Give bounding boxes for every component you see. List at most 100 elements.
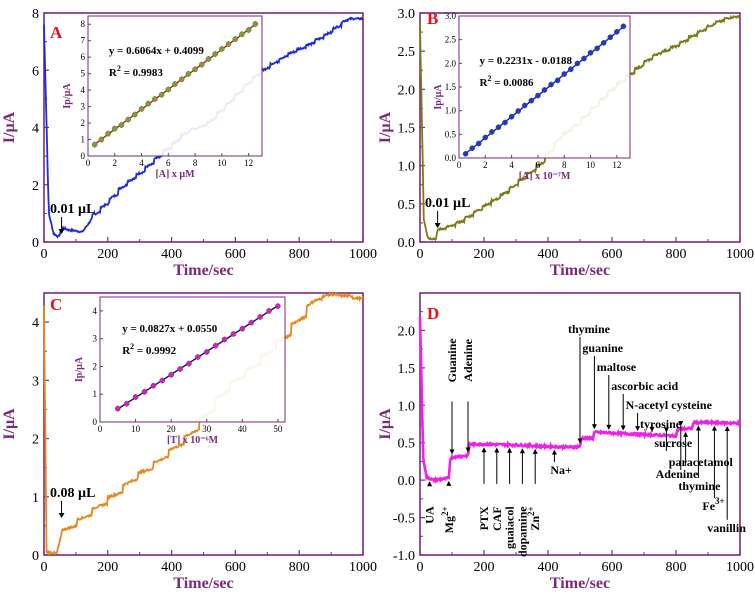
- inset-data-point: [266, 308, 272, 314]
- inset-x-tick-label: 10: [131, 424, 141, 434]
- y-tick-label: -1.0: [393, 549, 415, 564]
- annotation-text: guaiacol: [503, 506, 517, 549]
- annotation-label: Na+: [550, 463, 572, 477]
- inset-data-point: [232, 36, 238, 42]
- x-tick-label: 600: [602, 560, 623, 575]
- annotation-text: Zn: [528, 516, 542, 531]
- data-series-line: [418, 316, 741, 485]
- inset-y-tick-label: 0: [81, 151, 86, 161]
- inset-data-point: [245, 27, 252, 33]
- inset-x-tick-label: 4: [139, 158, 144, 168]
- y-tick-label: 2: [32, 433, 39, 448]
- inset-x-axis-title: [A] x µM: [155, 169, 195, 180]
- inset-data-point: [141, 388, 148, 395]
- inset-data-point: [482, 134, 489, 141]
- x-tick-label: 200: [97, 247, 118, 262]
- x-tick-label: 600: [225, 247, 246, 262]
- inset-data-point: [199, 61, 205, 68]
- y-tick-label: 3.0: [398, 7, 416, 22]
- y-tick-label: 1: [32, 491, 39, 506]
- inset-y-tick-label: 0.0: [445, 153, 457, 163]
- inset-data-point: [192, 66, 198, 73]
- x-tick-label: 1000: [726, 247, 754, 262]
- inset-y-tick-label: 3: [93, 334, 98, 344]
- x-axis-title: Time/sec: [550, 262, 610, 279]
- inset-y-axis-title: Ip/µA: [433, 84, 444, 110]
- annotation-label: thymine: [678, 479, 721, 493]
- annotation-text: Fe: [702, 499, 715, 513]
- annotation-arrowhead: [427, 481, 433, 487]
- y-tick-label: -0.5: [393, 512, 415, 527]
- inset-data-point: [91, 141, 98, 148]
- x-tick-label: 400: [161, 247, 182, 262]
- x-tick-label: 800: [666, 560, 687, 575]
- x-tick-label: 0: [41, 560, 48, 575]
- annotation-arrowhead: [532, 448, 538, 454]
- inset-data-point: [152, 96, 158, 102]
- annotation-label: Adenine: [461, 338, 475, 381]
- inset-data-point: [541, 87, 548, 93]
- inset-data-point: [554, 77, 561, 84]
- panel-D: 0 200 400 600 800 1000 -1.0 -0.5 0.0 0.5 1.0 1.5 2.0…: [377, 292, 754, 592]
- x-tick-label: 600: [602, 247, 623, 262]
- annotation-text: CAF: [490, 506, 504, 531]
- inset-y-tick-label: 7: [81, 36, 86, 46]
- annotation-arrowhead: [58, 513, 65, 518]
- annotation-arrowhead: [577, 438, 583, 444]
- y-axis-title: I/µA: [1, 111, 18, 143]
- inset-data-point: [600, 40, 607, 46]
- annotation-text: vanillin: [707, 521, 746, 535]
- annotation-label: sucrose: [654, 436, 692, 450]
- y-tick-label: 1.0: [398, 160, 416, 175]
- y-tick-label: 1.0: [398, 399, 416, 414]
- annotation-text: thymine: [678, 479, 721, 493]
- x-tick-label: 200: [474, 560, 495, 575]
- inset-x-tick-label: 40: [238, 424, 248, 434]
- inset-x-tick-label: 12: [612, 160, 621, 170]
- inset-y-tick-label: 2: [93, 361, 98, 371]
- inset-data-point: [150, 382, 157, 389]
- inset-r-squared: R2 = 0.9983: [109, 64, 163, 79]
- inset-x-tick-label: 2: [113, 158, 118, 168]
- inset-calibration-plot: 0 10 20 30 40 50 0 1 2 3 4 [T] x 10⁻⁶M Ip/µA y = 0.08…: [74, 296, 286, 446]
- x-tick-label: 1000: [349, 247, 377, 262]
- y-tick-label: 0.0: [398, 236, 416, 251]
- inset-y-tick-label: 4: [93, 306, 98, 316]
- inset-y-tick-label: 2.5: [445, 35, 457, 45]
- x-tick-label: 200: [474, 247, 495, 262]
- annotation-arrowhead: [465, 447, 471, 453]
- inset-data-point: [212, 51, 218, 57]
- inset-data-point: [561, 71, 567, 77]
- inset-y-tick-label: 0.5: [445, 129, 457, 139]
- annotation-label: PTX: [477, 506, 491, 530]
- x-tick-label: 0: [417, 247, 424, 262]
- panel-B: 0 200 400 600 800 1000 0.0 0.5 1.0 1.5 2.0 2.5 3.0 Ti…: [377, 7, 754, 279]
- annotation-arrowhead: [519, 448, 525, 454]
- annotation-label: dopamine: [515, 506, 529, 557]
- y-tick-label: 2.5: [398, 45, 416, 60]
- annotation-text: Mg: [442, 516, 456, 533]
- inset-y-tick-label: 3.0: [445, 11, 457, 21]
- inset-data-point: [607, 34, 614, 41]
- x-axis-title: Time/sec: [173, 262, 233, 279]
- inset-y-tick-label: 1.5: [445, 82, 457, 92]
- annotation-text: UA: [423, 506, 437, 524]
- x-tick-label: 800: [289, 560, 310, 575]
- y-tick-label: 2.0: [398, 324, 416, 339]
- inset-data-point: [489, 129, 495, 135]
- inset-y-tick-label: 4: [81, 85, 86, 95]
- panel-label: D: [427, 304, 439, 323]
- annotation-arrowhead: [481, 447, 487, 453]
- annotation-arrowhead: [678, 421, 684, 427]
- inset-data-point: [535, 92, 541, 99]
- inset-data-point: [614, 29, 620, 35]
- x-tick-label: 800: [289, 247, 310, 262]
- inset-data-point: [138, 106, 145, 112]
- inset-data-point: [230, 331, 237, 337]
- x-axis-title: Time/sec: [550, 575, 610, 592]
- inset-data-point: [581, 55, 587, 62]
- x-tick-label: 200: [97, 560, 118, 575]
- r2-superscript: 2: [117, 64, 121, 73]
- annotation-arrowhead: [434, 223, 441, 228]
- inset-data-point: [221, 336, 228, 343]
